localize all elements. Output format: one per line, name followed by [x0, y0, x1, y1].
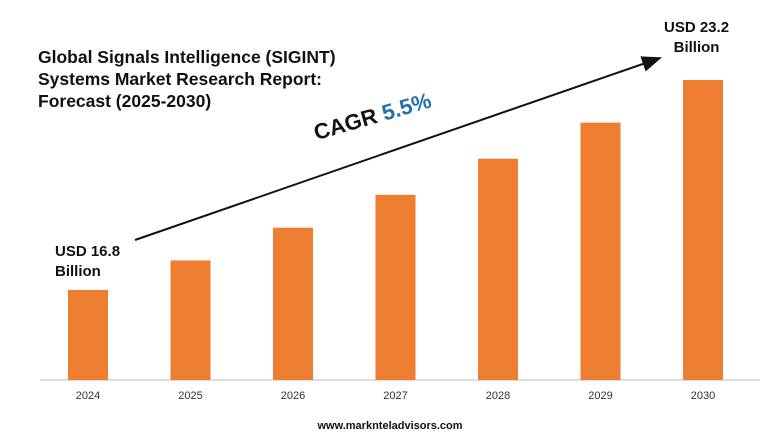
- bar-2028: [478, 158, 518, 380]
- x-tick-label-2029: 2029: [588, 390, 612, 402]
- bar-2029: [580, 122, 621, 380]
- bar-2025: [170, 260, 211, 380]
- chart-title: Global Signals Intelligence (SIGINT) Sys…: [38, 47, 336, 111]
- end-value-line2: Billion: [673, 39, 720, 56]
- bar-2026: [273, 227, 313, 380]
- bar-2027: [375, 194, 416, 380]
- start-value-line2: Billion: [55, 263, 101, 280]
- x-tick-label-2028: 2028: [486, 390, 510, 402]
- bar-2030: [683, 80, 723, 380]
- x-tick-label-2026: 2026: [281, 390, 305, 402]
- start-value-callout: USD 16.8 Billion: [55, 242, 120, 282]
- x-tick-label-2024: 2024: [76, 390, 100, 402]
- x-tick-label-2025: 2025: [178, 390, 202, 402]
- end-value-line1: USD 23.2: [664, 19, 730, 36]
- bar-2024: [68, 290, 108, 380]
- x-tick-label-2027: 2027: [383, 390, 407, 402]
- start-value-line1: USD 16.8: [55, 243, 121, 260]
- source-footer: www.marknteladvisors.com: [317, 420, 463, 432]
- cagr-trend-arrow: [134, 56, 662, 241]
- end-value-callout: USD 23.2 Billion: [664, 18, 729, 58]
- x-tick-label-2030: 2030: [691, 390, 715, 402]
